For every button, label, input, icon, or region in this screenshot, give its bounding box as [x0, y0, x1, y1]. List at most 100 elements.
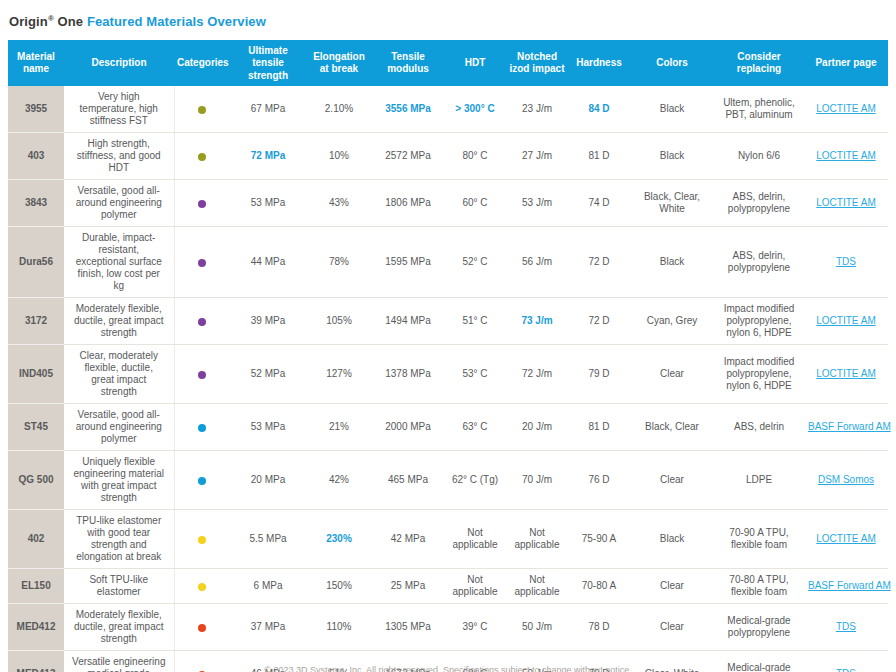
partner-page-link[interactable]: TDS — [836, 621, 856, 632]
table-row: 3843Versatile, good all-around engineeri… — [8, 180, 888, 227]
value-cell: Black — [630, 510, 714, 569]
value-cell: 27 J/m — [506, 133, 568, 180]
material-name: IND405 — [8, 345, 64, 404]
value-cell: 76 D — [568, 451, 630, 510]
category-cell — [174, 133, 230, 180]
value-cell: 60° C — [444, 180, 506, 227]
table-row: 402TPU-like elastomer with good tear str… — [8, 510, 888, 569]
materials-table: Material nameDescriptionCategoriesUltima… — [8, 40, 888, 672]
category-dot-medical — [198, 624, 206, 632]
partner-page-cell: DSM Somos — [804, 451, 888, 510]
material-name: 3172 — [8, 298, 64, 345]
value-cell: ABS, delrin — [714, 404, 804, 451]
column-header-hardness: Hardness — [568, 40, 630, 86]
partner-page-link[interactable]: DSM Somos — [818, 474, 874, 485]
value-cell: 39 MPa — [230, 298, 306, 345]
column-header-partner-page: Partner page — [804, 40, 888, 86]
material-name: ST45 — [8, 404, 64, 451]
value-cell: Not applicable — [506, 510, 568, 569]
category-cell — [174, 569, 230, 604]
partner-page-cell: TDS — [804, 604, 888, 651]
value-cell: 43% — [306, 180, 372, 227]
category-cell — [174, 227, 230, 298]
value-cell: LDPE — [714, 451, 804, 510]
value-cell: 75-90 A — [568, 510, 630, 569]
value-cell: 70-90 A TPU, flexible foam — [714, 510, 804, 569]
value-cell: 20 MPa — [230, 451, 306, 510]
table-header-row: Material nameDescriptionCategoriesUltima… — [8, 40, 888, 86]
value-cell: 42% — [306, 451, 372, 510]
value-cell: 2.10% — [306, 86, 372, 133]
category-cell — [174, 404, 230, 451]
partner-page-link[interactable]: LOCTITE AM — [816, 315, 875, 326]
partner-page-link[interactable]: LOCTITE AM — [816, 533, 875, 544]
value-cell: 127% — [306, 345, 372, 404]
category-dot-tough — [198, 259, 206, 267]
partner-page-cell: BASF Forward AM — [804, 404, 888, 451]
value-cell: 81 D — [568, 133, 630, 180]
table-row: ST45Versatile, good all-around engineeri… — [8, 404, 888, 451]
partner-page-link[interactable]: TDS — [836, 256, 856, 267]
value-cell: 52 MPa — [230, 345, 306, 404]
category-dot-tough — [198, 318, 206, 326]
column-header-consider-replacing: Consider replacing — [714, 40, 804, 86]
table-row: Dura56Durable, impact-resistant, excepti… — [8, 227, 888, 298]
value-cell: 56 J/m — [506, 227, 568, 298]
category-cell — [174, 604, 230, 651]
table-body: 3955Very high temperature, high stiffnes… — [8, 86, 888, 672]
table-row: 3955Very high temperature, high stiffnes… — [8, 86, 888, 133]
value-cell: Black — [630, 227, 714, 298]
value-cell: Clear — [630, 451, 714, 510]
category-cell — [174, 345, 230, 404]
value-cell: 63° C — [444, 404, 506, 451]
category-dot-high-temp — [198, 153, 206, 161]
value-cell: 79 D — [568, 345, 630, 404]
column-header-hdt: HDT — [444, 40, 506, 86]
category-dot-general — [198, 477, 206, 485]
value-cell: 50 J/m — [506, 604, 568, 651]
table-row: 403High strength, stiffness, and good HD… — [8, 133, 888, 180]
value-cell: 62° C (Tg) — [444, 451, 506, 510]
material-name: QG 500 — [8, 451, 64, 510]
partner-page-link[interactable]: LOCTITE AM — [816, 368, 875, 379]
value-cell: 73 J/m — [506, 298, 568, 345]
partner-page-cell: LOCTITE AM — [804, 133, 888, 180]
page-title: Origin® One Featured Materials Overview — [0, 0, 896, 29]
value-cell: 72 D — [568, 298, 630, 345]
column-header-material-name: Material name — [8, 40, 64, 86]
value-cell: 230% — [306, 510, 372, 569]
category-cell — [174, 510, 230, 569]
material-description: Moderately flexible, ductile, great impa… — [64, 298, 174, 345]
partner-page-cell: LOCTITE AM — [804, 298, 888, 345]
partner-page-link[interactable]: LOCTITE AM — [816, 150, 875, 161]
value-cell: 20 J/m — [506, 404, 568, 451]
value-cell: 70 J/m — [506, 451, 568, 510]
value-cell: Impact modified polypropylene, nylon 6, … — [714, 345, 804, 404]
value-cell: 1494 MPa — [372, 298, 444, 345]
partner-page-link[interactable]: LOCTITE AM — [816, 197, 875, 208]
value-cell: 25 MPa — [372, 569, 444, 604]
column-header-tensile-modulus: Tensile modulus — [372, 40, 444, 86]
partner-page-cell: TDS — [804, 227, 888, 298]
material-name: 403 — [8, 133, 64, 180]
material-description: Uniquely flexible engineering material w… — [64, 451, 174, 510]
value-cell: 23 J/m — [506, 86, 568, 133]
value-cell: 3556 MPa — [372, 86, 444, 133]
value-cell: Black — [630, 133, 714, 180]
table-row: QG 500Uniquely flexible engineering mate… — [8, 451, 888, 510]
column-header-elongation-at-break: Elongation at break — [306, 40, 372, 86]
partner-page-link[interactable]: BASF Forward AM — [808, 421, 891, 432]
value-cell: 37 MPa — [230, 604, 306, 651]
partner-page-link[interactable]: LOCTITE AM — [816, 103, 875, 114]
partner-page-link[interactable]: BASF Forward AM — [808, 580, 891, 591]
material-description: Versatile, good all-around engineering p… — [64, 180, 174, 227]
value-cell: Not applicable — [444, 510, 506, 569]
value-cell: ABS, delrin, polypropylene — [714, 180, 804, 227]
value-cell: 2000 MPa — [372, 404, 444, 451]
value-cell: Ultem, phenolic, PBT, aluminum — [714, 86, 804, 133]
partner-page-cell: BASF Forward AM — [804, 569, 888, 604]
value-cell: 70-80 A TPU, flexible foam — [714, 569, 804, 604]
material-name: 402 — [8, 510, 64, 569]
value-cell: 53° C — [444, 345, 506, 404]
material-name: 3955 — [8, 86, 64, 133]
